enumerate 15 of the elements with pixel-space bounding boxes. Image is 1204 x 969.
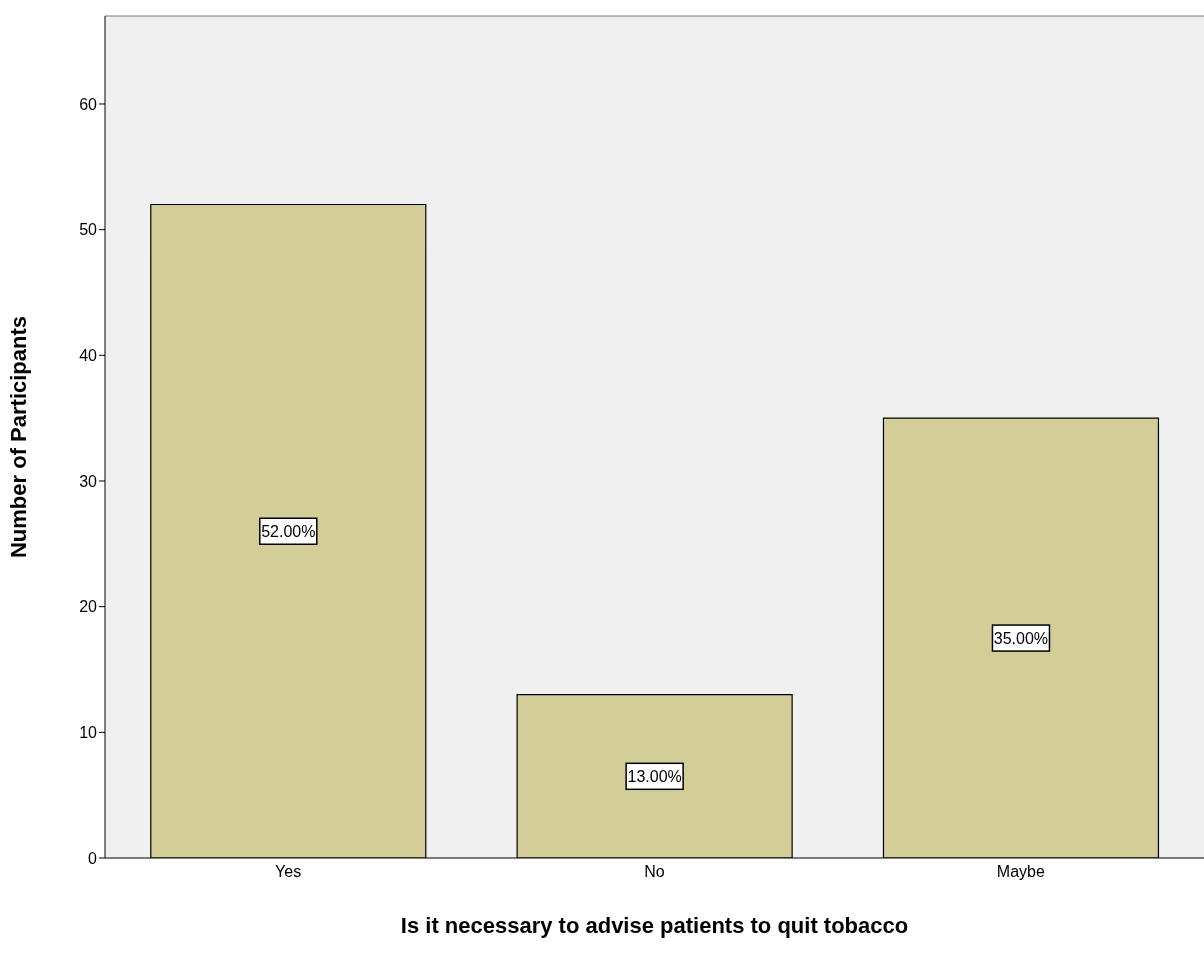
y-tick-label: 50 xyxy=(79,221,98,239)
y-tick-label: 30 xyxy=(79,472,98,490)
y-tick-label: 20 xyxy=(79,598,98,616)
y-tick-label: 40 xyxy=(79,346,98,364)
data-label: 52.00% xyxy=(261,523,316,541)
data-label: 13.00% xyxy=(627,768,682,786)
y-tick-label: 10 xyxy=(79,724,98,742)
x-tick-label: Maybe xyxy=(996,863,1045,881)
x-tick-label: No xyxy=(644,863,665,881)
x-axis-title: Is it necessary to advise patients to quit tobacco xyxy=(400,913,909,938)
data-label: 35.00% xyxy=(993,630,1049,648)
y-tick-label: 60 xyxy=(79,95,98,113)
y-tick-label: 0 xyxy=(88,849,98,867)
y-axis-title: Number of Participants xyxy=(5,315,31,559)
x-tick-label: Yes xyxy=(275,863,302,881)
